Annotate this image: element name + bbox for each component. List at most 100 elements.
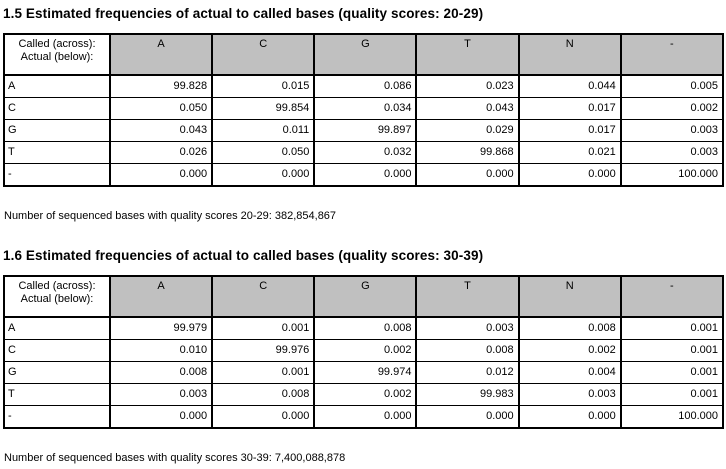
freq-cell: 0.000 [517, 163, 621, 186]
freq-cell: 99.979 [108, 316, 213, 340]
freq-cell: 0.004 [517, 361, 621, 384]
freq-cell: 0.000 [313, 163, 417, 186]
frequency-table-qs20-29: Called (across): Actual (below): A C G T… [3, 33, 724, 187]
row-label: A [3, 74, 110, 98]
row-label: G [3, 119, 110, 142]
freq-cell: 0.026 [108, 141, 213, 164]
col-header-gap: - [619, 33, 723, 76]
freq-cell: 0.008 [517, 316, 621, 340]
freq-cell: 0.000 [415, 405, 519, 428]
row-label: G [3, 361, 110, 384]
table-row: A 99.979 0.001 0.008 0.003 0.008 0.001 [3, 316, 723, 340]
row-label: T [3, 383, 110, 406]
freq-cell: 0.050 [108, 97, 213, 120]
bases-count-note-qs30-39: Number of sequenced bases with quality s… [4, 452, 346, 464]
freq-cell: 100.000 [619, 405, 723, 428]
freq-cell: 99.854 [211, 97, 315, 120]
freq-cell: 0.008 [211, 383, 315, 406]
table-row: - 0.000 0.000 0.000 0.000 0.000 100.000 [3, 405, 723, 428]
freq-cell: 0.002 [619, 97, 723, 120]
table-row: C 0.050 99.854 0.034 0.043 0.017 0.002 [3, 97, 723, 120]
freq-cell: 100.000 [619, 163, 723, 186]
table-row: - 0.000 0.000 0.000 0.000 0.000 100.000 [3, 163, 723, 186]
freq-cell: 0.000 [211, 405, 315, 428]
row-label: C [3, 97, 110, 120]
corner-line1: Called (across): [18, 280, 96, 292]
freq-cell: 0.010 [108, 339, 213, 362]
col-header-T: T [415, 33, 519, 76]
col-header-N: N [517, 33, 621, 76]
freq-cell: 0.086 [313, 74, 417, 98]
freq-cell: 0.000 [108, 405, 213, 428]
freq-cell: 0.002 [517, 339, 621, 362]
table-row: C 0.010 99.976 0.002 0.008 0.002 0.001 [3, 339, 723, 362]
table-header-row: Called (across): Actual (below): A C G T… [3, 33, 723, 76]
freq-cell: 0.050 [211, 141, 315, 164]
section-title-qs20-29: 1.5 Estimated frequencies of actual to c… [3, 6, 484, 21]
freq-cell: 0.032 [313, 141, 417, 164]
freq-cell: 0.003 [517, 383, 621, 406]
freq-cell: 99.976 [211, 339, 315, 362]
freq-cell: 0.000 [313, 405, 417, 428]
freq-cell: 0.017 [517, 97, 621, 120]
freq-cell: 0.008 [108, 361, 213, 384]
freq-cell: 0.001 [211, 316, 315, 340]
row-label: - [3, 405, 110, 428]
bases-count-note-qs20-29: Number of sequenced bases with quality s… [4, 210, 337, 222]
freq-cell: 0.043 [108, 119, 213, 142]
freq-cell: 0.034 [313, 97, 417, 120]
freq-cell: 0.001 [211, 361, 315, 384]
freq-cell: 0.005 [619, 74, 723, 98]
col-header-gap: - [619, 275, 723, 318]
table-row: T 0.003 0.008 0.002 99.983 0.003 0.001 [3, 383, 723, 406]
freq-cell: 0.001 [619, 339, 723, 362]
corner-line1: Called (across): [18, 38, 96, 50]
freq-cell: 0.011 [211, 119, 315, 142]
freq-cell: 0.003 [619, 119, 723, 142]
table-row: A 99.828 0.015 0.086 0.023 0.044 0.005 [3, 74, 723, 98]
row-label: C [3, 339, 110, 362]
row-label: - [3, 163, 110, 186]
freq-cell: 0.043 [415, 97, 519, 120]
corner-line2: Actual (below): [20, 51, 94, 63]
freq-cell: 0.000 [415, 163, 519, 186]
freq-cell: 0.001 [619, 383, 723, 406]
table-header-row: Called (across): Actual (below): A C G T… [3, 275, 723, 318]
freq-cell: 99.897 [313, 119, 417, 142]
freq-cell: 0.000 [517, 405, 621, 428]
freq-cell: 0.000 [108, 163, 213, 186]
col-header-G: G [313, 275, 417, 318]
row-label: A [3, 316, 110, 340]
freq-cell: 0.003 [619, 141, 723, 164]
table-corner-header: Called (across): Actual (below): [3, 33, 110, 76]
freq-cell: 0.012 [415, 361, 519, 384]
freq-cell: 0.001 [619, 316, 723, 340]
row-label: T [3, 141, 110, 164]
freq-cell: 0.002 [313, 383, 417, 406]
freq-cell: 0.003 [415, 316, 519, 340]
freq-cell: 0.002 [313, 339, 417, 362]
col-header-A: A [108, 275, 213, 318]
col-header-N: N [517, 275, 621, 318]
freq-cell: 99.868 [415, 141, 519, 164]
freq-cell: 0.023 [415, 74, 519, 98]
freq-cell: 0.000 [211, 163, 315, 186]
freq-cell: 99.974 [313, 361, 417, 384]
freq-cell: 0.003 [108, 383, 213, 406]
freq-cell: 0.044 [517, 74, 621, 98]
table-corner-header: Called (across): Actual (below): [3, 275, 110, 318]
col-header-A: A [108, 33, 213, 76]
col-header-C: C [211, 33, 315, 76]
freq-cell: 0.029 [415, 119, 519, 142]
table-row: G 0.043 0.011 99.897 0.029 0.017 0.003 [3, 119, 723, 142]
corner-line2: Actual (below): [20, 293, 94, 305]
col-header-G: G [313, 33, 417, 76]
table-row: G 0.008 0.001 99.974 0.012 0.004 0.001 [3, 361, 723, 384]
freq-cell: 0.008 [415, 339, 519, 362]
col-header-T: T [415, 275, 519, 318]
freq-cell: 0.015 [211, 74, 315, 98]
freq-cell: 99.828 [108, 74, 213, 98]
freq-cell: 0.001 [619, 361, 723, 384]
section-title-qs30-39: 1.6 Estimated frequencies of actual to c… [3, 248, 484, 263]
